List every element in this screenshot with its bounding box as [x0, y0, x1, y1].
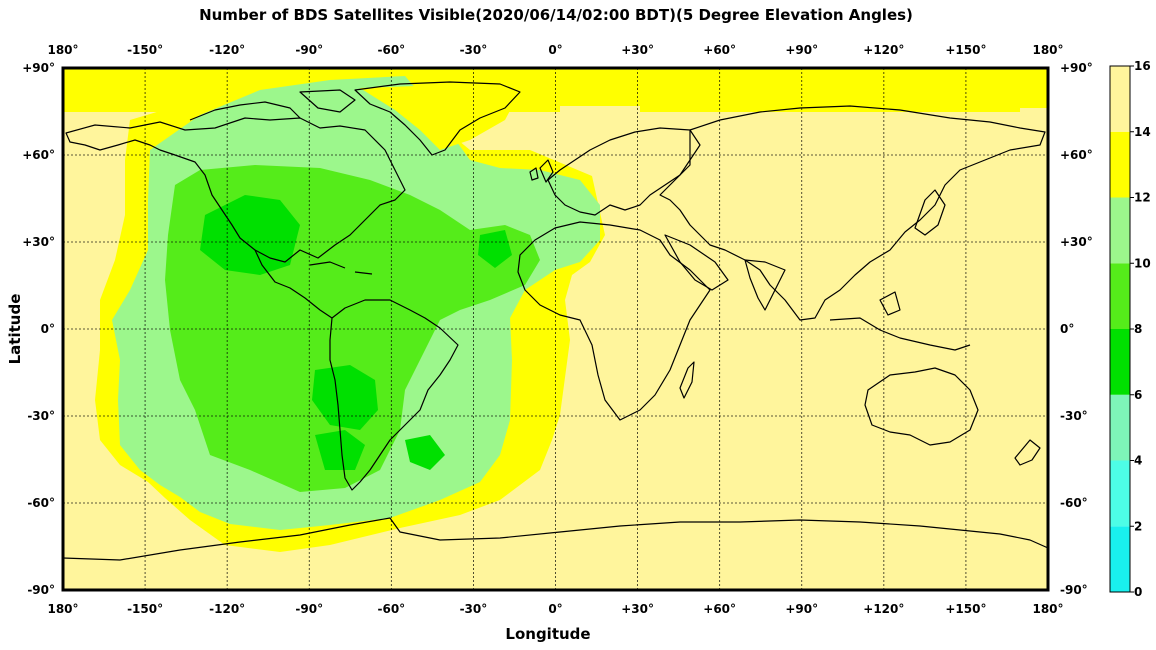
coast-africa [517, 221, 711, 421]
colorbar-band [1110, 66, 1130, 132]
colorbar-tick-label: 6 [1134, 388, 1142, 402]
latitude-ticks-right: +90° +60° +30° 0° -30° -60° -90° [1060, 61, 1093, 597]
latitude-ticks-left: +90° +60° +30° 0° -30° -60° -90° [22, 61, 55, 597]
lon-tick-label-top: 0° [548, 43, 562, 57]
colorbar-band [1110, 460, 1130, 527]
lon-tick-label-top: +30° [621, 43, 654, 57]
lon-tick-label-top: +90° [785, 43, 818, 57]
x-axis-title: Longitude [505, 625, 590, 643]
lon-tick-label-top: -90° [295, 43, 323, 57]
lat-tick-label-left: -90° [27, 583, 55, 597]
colorbar-band [1110, 263, 1130, 329]
gridlines [63, 68, 1048, 590]
colorbar-tick-label: 8 [1134, 322, 1142, 336]
lon-tick-label-bottom: +90° [785, 602, 818, 616]
coast-japan [914, 189, 946, 236]
lon-tick-label-top: -60° [377, 43, 405, 57]
coast-arabia [664, 234, 729, 291]
region-6-8-e [478, 230, 512, 268]
lat-tick-label-right: +30° [1060, 235, 1093, 249]
colorbar-tick-label: 0 [1134, 585, 1142, 599]
lon-tick-label-bottom: -90° [295, 602, 323, 616]
lon-tick-label-bottom: -150° [127, 602, 163, 616]
region-6-8-d [405, 435, 445, 470]
longitude-ticks-top: 180° -150° -120° -90° -60° -30° 0° +30° +60° +90°… [47, 43, 1063, 57]
coast-se-asia-islands [829, 291, 971, 351]
lat-tick-label-right: +90° [1060, 61, 1093, 75]
lon-tick-label-top: -150° [127, 43, 163, 57]
coast-madagascar [679, 361, 695, 399]
lon-tick-label-bottom: +30° [621, 602, 654, 616]
lon-tick-label-bottom: -30° [460, 602, 488, 616]
colorbar-band [1110, 526, 1130, 592]
lon-tick-label-top: +60° [703, 43, 736, 57]
colorbar-band [1110, 197, 1130, 264]
coast-british-isles [529, 159, 554, 183]
coastlines [63, 81, 1048, 561]
coast-australia [864, 367, 979, 446]
lon-tick-label-bottom: 0° [548, 602, 562, 616]
lon-tick-label-top: -30° [460, 43, 488, 57]
lon-tick-label-bottom: +120° [863, 602, 904, 616]
lat-tick-label-right: +60° [1060, 148, 1093, 162]
coast-caribbean [309, 261, 373, 275]
colorbar-tick-label: 4 [1134, 454, 1142, 468]
colorbar-band [1110, 131, 1130, 198]
coast-antarctica [63, 517, 1048, 561]
coast-greenland [354, 81, 521, 156]
colorbar-tick-label: 2 [1134, 519, 1142, 533]
region-6-8-b [312, 365, 378, 430]
lat-tick-label-right: 0° [1060, 322, 1074, 336]
lon-tick-label-top: 180° [1032, 43, 1063, 57]
lon-tick-label-bottom: 180° [1032, 602, 1063, 616]
coast-central-america [254, 249, 333, 319]
lon-tick-label-top: +150° [945, 43, 986, 57]
lat-tick-label-right: -30° [1060, 409, 1088, 423]
lat-tick-label-left: 0° [41, 322, 55, 336]
lat-tick-label-right: -60° [1060, 496, 1088, 510]
coast-north-america [65, 117, 406, 263]
chart-title: Number of BDS Satellites Visible(2020/06… [199, 6, 913, 24]
colorbar-tick-label: 14 [1134, 125, 1151, 139]
lat-tick-label-left: -60° [27, 496, 55, 510]
lon-tick-label-bottom: -60° [377, 602, 405, 616]
lon-tick-label-bottom: -120° [209, 602, 245, 616]
colorbar-tick-label: 12 [1134, 191, 1151, 205]
colorbar-band [1110, 394, 1130, 461]
longitude-ticks-bottom: 180° -150° -120° -90° -60° -30° 0° +30° +60° +90°… [47, 602, 1063, 616]
lon-tick-label-top: 180° [47, 43, 78, 57]
colorbar-tick-label: 10 [1134, 256, 1151, 270]
lat-tick-label-left: +90° [22, 61, 55, 75]
coast-arctic-islands [189, 89, 356, 121]
y-axis-title: Latitude [6, 294, 24, 365]
lat-tick-label-right: -90° [1060, 583, 1088, 597]
lon-tick-label-top: +120° [863, 43, 904, 57]
region-12-14-greenland [360, 84, 520, 150]
lon-tick-label-bottom: +60° [703, 602, 736, 616]
colorbar: 0 2 4 6 8 10 12 14 16 [1109, 59, 1151, 599]
lat-tick-label-left: -30° [27, 409, 55, 423]
colorbar-tick-label: 16 [1134, 59, 1151, 73]
lat-tick-label-left: +60° [22, 148, 55, 162]
coast-new-zealand [1014, 439, 1041, 466]
lon-tick-label-top: -120° [209, 43, 245, 57]
colorbar-band [1110, 329, 1130, 395]
region-6-8-c [315, 430, 365, 470]
coast-south-america [329, 299, 459, 491]
map-frame [61, 66, 1050, 592]
map-area [63, 68, 1048, 590]
coast-asia [659, 105, 1046, 321]
coast-india [744, 259, 786, 311]
lat-tick-label-left: +30° [22, 235, 55, 249]
lon-tick-label-bottom: 180° [47, 602, 78, 616]
lon-tick-label-bottom: +150° [945, 602, 986, 616]
